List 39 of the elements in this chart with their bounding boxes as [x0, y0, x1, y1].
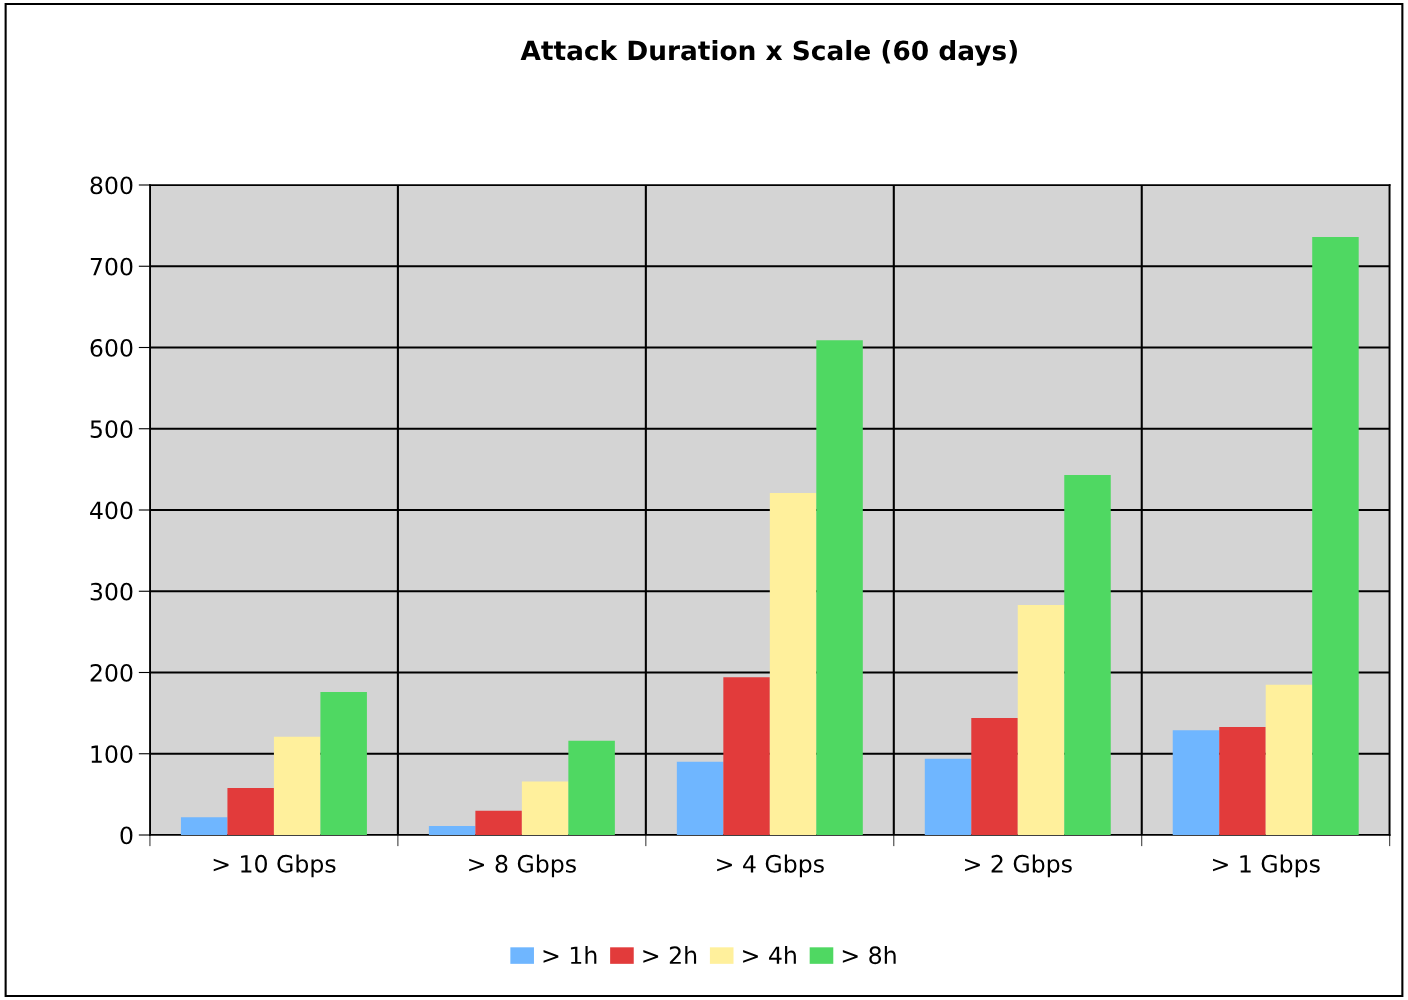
bar: [816, 340, 863, 835]
legend-label: > 4h: [743, 945, 796, 964]
bar: [428, 826, 476, 835]
bar: [924, 758, 972, 835]
bar: [475, 810, 522, 835]
y-tick-label: 200: [90, 663, 133, 682]
bar: [971, 718, 1018, 835]
y-tick-label: 800: [90, 176, 133, 195]
bar: [676, 761, 724, 835]
bar: [273, 736, 321, 835]
x-tick-label: > 1 Gbps: [1213, 854, 1320, 878]
y-tick-label: 0: [120, 826, 133, 845]
legend-label: > 1h: [543, 945, 597, 964]
bar: [1064, 475, 1111, 835]
legend-label: > 2h: [643, 945, 697, 964]
bar: [227, 787, 274, 835]
y-tick-label: 300: [90, 582, 133, 601]
bar: [180, 817, 228, 835]
y-tick-label: 700: [90, 257, 133, 276]
x-tick-label: > 4 Gbps: [717, 854, 824, 878]
bar: [723, 677, 770, 835]
chart-title: Attack Duration x Scale (60 days): [520, 39, 1017, 66]
bar: [320, 692, 367, 835]
x-tick-label: > 10 Gbps: [213, 854, 336, 878]
y-tick-label: 100: [91, 745, 133, 764]
bar: [1017, 605, 1065, 835]
y-tick-label: 600: [90, 338, 133, 357]
bar: [769, 492, 817, 835]
bar: [1312, 237, 1359, 835]
bar: [1219, 726, 1266, 835]
y-tick-label: 400: [90, 501, 133, 520]
x-tick-label: > 2 Gbps: [965, 854, 1072, 878]
x-tick-label: > 8 Gbps: [469, 854, 576, 878]
bar: [1265, 684, 1313, 835]
bar: [568, 740, 615, 835]
y-tick-label: 500: [90, 420, 133, 439]
legend-label: > 8h: [842, 945, 896, 965]
bar: [521, 781, 569, 835]
bar: [1172, 730, 1220, 835]
